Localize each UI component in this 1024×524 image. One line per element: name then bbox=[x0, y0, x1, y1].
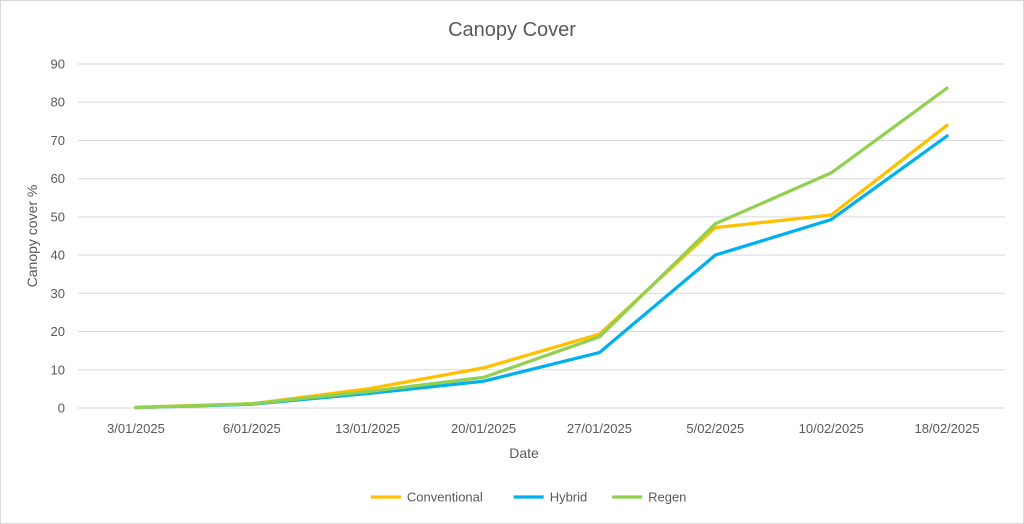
x-tick-label: 5/02/2025 bbox=[686, 421, 744, 436]
y-tick-label: 30 bbox=[51, 286, 65, 301]
x-axis-label: Date bbox=[509, 445, 539, 461]
y-tick-label: 80 bbox=[51, 95, 65, 110]
y-tick-label: 90 bbox=[51, 57, 65, 72]
y-tick-label: 40 bbox=[51, 248, 65, 263]
x-tick-label: 3/01/2025 bbox=[107, 421, 165, 436]
x-tick-label: 13/01/2025 bbox=[335, 421, 400, 436]
x-tick-label: 10/02/2025 bbox=[799, 421, 864, 436]
y-axis-ticks: 0 10 20 30 40 50 60 70 80 90 bbox=[51, 57, 65, 416]
y-tick-label: 10 bbox=[51, 362, 65, 377]
series-lines bbox=[134, 86, 949, 410]
series-line-conventional bbox=[134, 123, 949, 409]
y-tick-label: 60 bbox=[51, 171, 65, 186]
legend-label: Hybrid bbox=[550, 490, 588, 505]
y-axis-label: Canopy cover % bbox=[24, 185, 40, 288]
x-tick-label: 27/01/2025 bbox=[567, 421, 632, 436]
y-tick-label: 20 bbox=[51, 324, 65, 339]
legend-item-hybrid: Hybrid bbox=[513, 490, 588, 505]
y-tick-label: 70 bbox=[51, 133, 65, 148]
y-tick-label: 0 bbox=[58, 401, 65, 416]
legend-label: Regen bbox=[648, 490, 686, 505]
legend-item-regen: Regen bbox=[612, 490, 686, 505]
x-tick-label: 6/01/2025 bbox=[223, 421, 281, 436]
legend-item-conventional: Conventional bbox=[370, 490, 483, 505]
x-tick-label: 20/01/2025 bbox=[451, 421, 516, 436]
x-tick-label: 18/02/2025 bbox=[915, 421, 980, 436]
gridlines bbox=[78, 63, 1005, 409]
legend-label: Conventional bbox=[407, 490, 483, 505]
legend: Conventional Hybrid Regen bbox=[370, 490, 686, 505]
series-line-regen bbox=[134, 86, 949, 410]
y-tick-label: 50 bbox=[51, 209, 65, 224]
chart-title: Canopy Cover bbox=[448, 19, 576, 41]
x-axis-ticks: 3/01/2025 6/01/2025 13/01/2025 20/01/2025 27… bbox=[107, 421, 980, 436]
